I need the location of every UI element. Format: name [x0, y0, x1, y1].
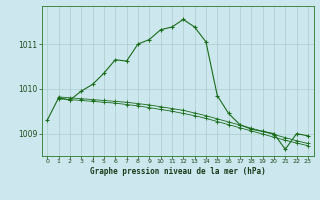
X-axis label: Graphe pression niveau de la mer (hPa): Graphe pression niveau de la mer (hPa) [90, 167, 266, 176]
